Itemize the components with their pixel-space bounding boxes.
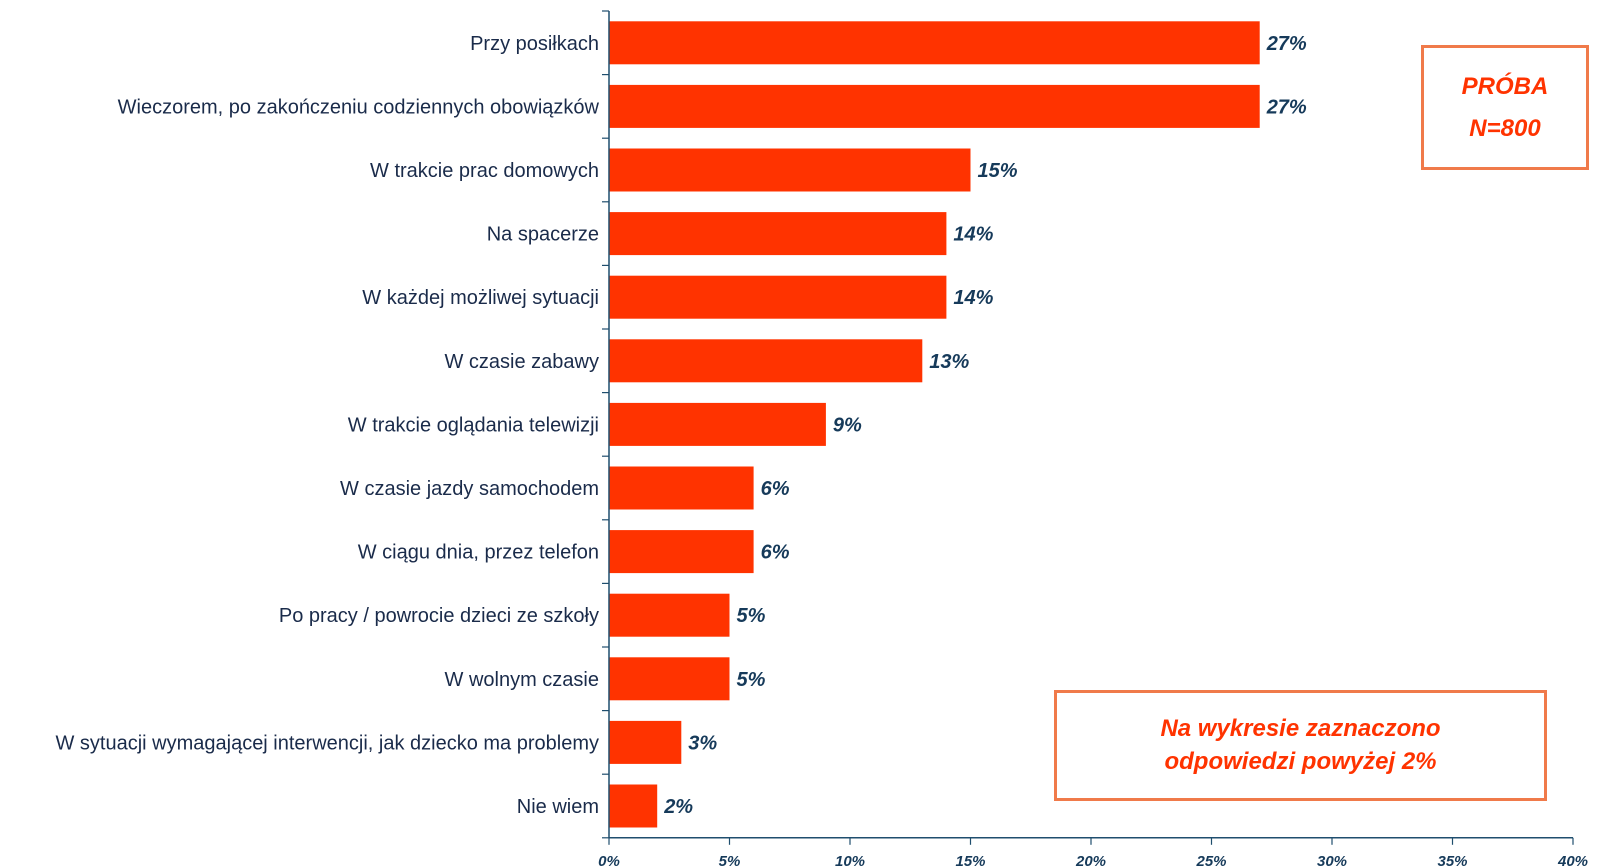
category-label: W sytuacji wymagającej interwencji, jak …: [55, 732, 599, 754]
x-axis-ticks: 0% 5% 10% 15% 20% 25% 30% 35% 40%: [598, 837, 1588, 868]
category-label: Nie wiem: [517, 796, 599, 818]
value-label: 13%: [929, 351, 969, 373]
bar: [609, 784, 658, 828]
x-tick-label: 10%: [835, 853, 865, 868]
x-tick-label: 25%: [1195, 853, 1226, 868]
value-label: 6%: [761, 478, 790, 500]
value-label: 9%: [833, 414, 862, 436]
bar: [609, 402, 826, 446]
sample-label: PRÓBA: [1461, 72, 1549, 100]
x-tick-label: 15%: [955, 853, 985, 868]
x-tick-label: 40%: [1557, 853, 1588, 868]
note-line-1: Na wykresie zaznaczono: [1160, 715, 1441, 743]
bar: [609, 339, 923, 383]
category-label: W trakcie oglądania telewizji: [348, 414, 599, 436]
value-label: 6%: [761, 542, 790, 564]
threshold-note-box: Na wykresie zaznaczono odpowiedzi powyże…: [1054, 690, 1547, 801]
category-label: W każdej możliwej sytuacji: [362, 287, 599, 309]
bar: [609, 21, 1260, 65]
value-label: 27%: [1266, 33, 1307, 55]
sample-size-box: PRÓBA N=800: [1421, 45, 1589, 170]
x-tick-label: 35%: [1437, 853, 1467, 868]
x-tick-label: 0%: [598, 853, 620, 868]
category-label: W wolnym czasie: [445, 669, 599, 691]
x-tick-label: 20%: [1075, 853, 1106, 868]
category-label: Na spacerze: [487, 224, 599, 246]
bar: [609, 275, 947, 319]
value-label: 2%: [663, 796, 693, 818]
value-label: 5%: [737, 605, 766, 627]
bar: [609, 593, 730, 637]
note-line-2: odpowiedzi powyżej 2%: [1164, 747, 1437, 775]
bars-group: [609, 21, 1260, 828]
category-label: Przy posiłkach: [470, 33, 599, 55]
category-label: Wieczorem, po zakończeniu codziennych ob…: [118, 96, 600, 118]
bar: [609, 212, 947, 256]
value-labels: 27% 27% 15% 14% 14% 13% 9% 6% 6% 5% 5% 3% 2%: [663, 33, 1307, 818]
sample-size: N=800: [1469, 114, 1541, 142]
category-label: Po pracy / powrocie dzieci ze szkoły: [279, 605, 599, 627]
value-label: 14%: [953, 287, 993, 309]
value-label: 15%: [978, 160, 1018, 182]
category-label: W czasie jazdy samochodem: [340, 478, 599, 500]
bar: [609, 148, 971, 192]
bar: [609, 720, 682, 764]
value-label: 14%: [953, 224, 993, 246]
value-label: 5%: [737, 669, 766, 691]
bar: [609, 530, 754, 574]
bar: [609, 84, 1260, 128]
category-label: W trakcie prac domowych: [370, 160, 599, 182]
bar: [609, 657, 730, 701]
category-label: W ciągu dnia, przez telefon: [358, 542, 599, 564]
category-labels: Przy posiłkach Wieczorem, po zakończeniu …: [55, 33, 599, 818]
x-tick-label: 5%: [719, 853, 741, 868]
value-label: 3%: [688, 732, 717, 754]
x-tick-label: 30%: [1317, 853, 1347, 868]
value-label: 27%: [1266, 96, 1307, 118]
bar: [609, 466, 754, 510]
category-label: W czasie zabawy: [445, 351, 600, 373]
